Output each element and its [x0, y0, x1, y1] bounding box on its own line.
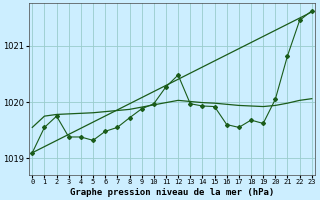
X-axis label: Graphe pression niveau de la mer (hPa): Graphe pression niveau de la mer (hPa) [70, 188, 274, 197]
